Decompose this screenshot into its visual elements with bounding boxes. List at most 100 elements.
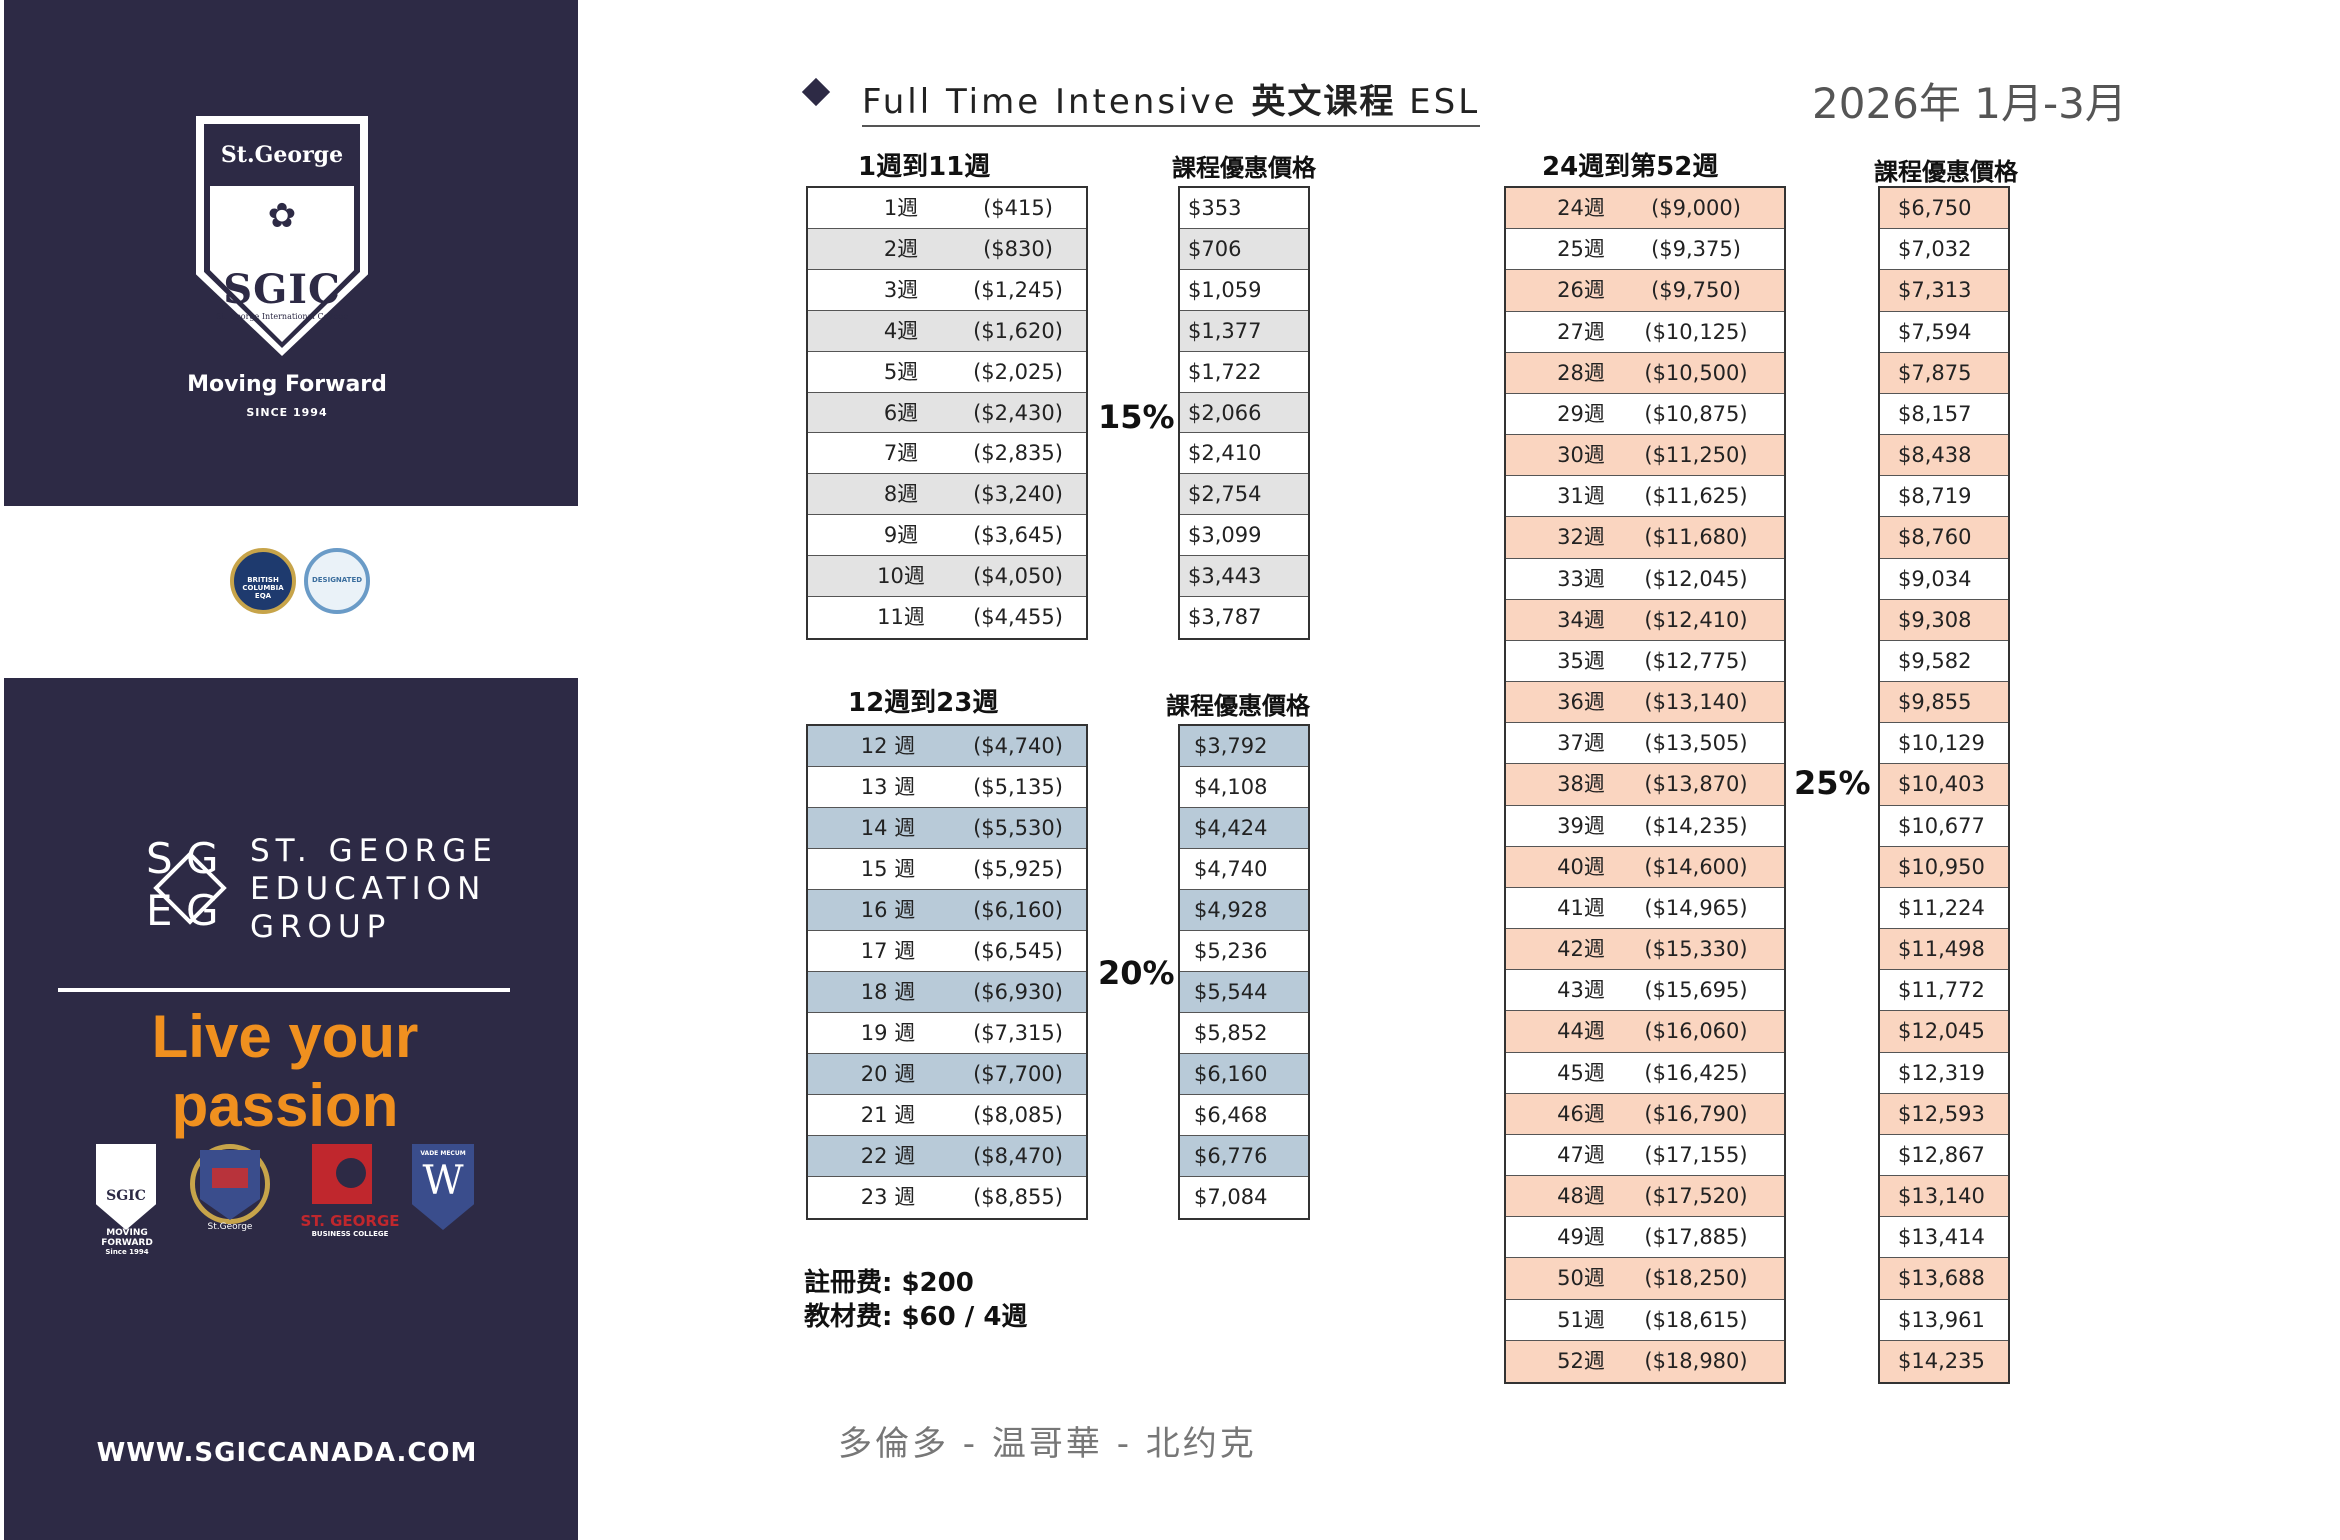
term-date: 2026年 1月-3月 [1812, 79, 2127, 128]
original-price: ($4,455) [973, 605, 1063, 630]
original-price: ($2,025) [973, 359, 1063, 384]
section2-week-table: 12 週 ($4,740) 13 週 ($5,135) 14 週 ($5,530) 15 週… [806, 724, 1088, 1220]
week-label: 1週 [883, 196, 919, 220]
discount-price: $5,852 [1194, 1021, 1268, 1045]
original-price: ($11,680) [1644, 525, 1748, 550]
table-row: 40週 ($14,600) [1506, 846, 1784, 888]
brand-sgbc-sub: BUSINESS COLLEGE [311, 1230, 389, 1238]
price-row: $11,498 [1880, 929, 2008, 971]
title-en: Full Time Intensive [862, 82, 1238, 122]
price-row: $6,750 [1880, 188, 2008, 230]
section2-price-table: $3,792 $4,108 $4,424 $4,740 $4,928 $5,236 $5,5… [1178, 724, 1310, 1220]
table-row: 24週 ($9,000) [1506, 188, 1784, 230]
discount-price: $10,950 [1898, 854, 1985, 879]
brand-crest-caption: St.George [207, 1222, 253, 1232]
discount-price: $4,424 [1194, 816, 1268, 840]
discount-price: $6,468 [1194, 1103, 1268, 1127]
price-row: $2,754 [1180, 474, 1308, 516]
table-row: 25週 ($9,375) [1506, 229, 1784, 271]
week-label: 5週 [883, 359, 919, 384]
price-row: $11,772 [1880, 970, 2008, 1012]
original-price: ($830) [983, 236, 1053, 261]
week-label: 46週 [1557, 1101, 1605, 1126]
table-row: 45週 ($16,425) [1506, 1052, 1784, 1094]
week-label: 40週 [1557, 854, 1605, 879]
table-row: 50週 ($18,250) [1506, 1258, 1784, 1300]
original-price: ($18,980) [1644, 1348, 1748, 1373]
week-label: 48週 [1557, 1184, 1605, 1209]
table-row: 17 週 ($6,545) [808, 931, 1086, 972]
materials-fee: 教材费: $60 / 4週 [804, 1302, 1028, 1332]
week-label: 18 週 [860, 980, 916, 1004]
price-row: $7,313 [1880, 270, 2008, 312]
week-label: 9週 [883, 523, 919, 548]
original-price: ($8,085) [973, 1103, 1063, 1127]
week-label: 28週 [1557, 360, 1605, 385]
discount-price: $2,066 [1188, 400, 1262, 425]
original-price: ($10,125) [1644, 319, 1748, 344]
discount-price: $4,108 [1194, 775, 1268, 799]
price-row: $1,722 [1180, 351, 1308, 393]
table-row: 35週 ($12,775) [1506, 640, 1784, 683]
week-label: 17 週 [860, 939, 916, 963]
price-row: $9,582 [1880, 640, 2008, 683]
week-label: 31週 [1557, 484, 1605, 509]
original-price: ($14,965) [1644, 895, 1748, 920]
discount-price: $12,867 [1898, 1142, 1985, 1167]
original-price: ($17,155) [1644, 1142, 1748, 1167]
original-price: ($10,500) [1644, 360, 1748, 385]
table-row: 31週 ($11,625) [1506, 476, 1784, 518]
seal-di-text: DESIGNATED [311, 576, 363, 584]
table-row: 32週 ($11,680) [1506, 517, 1784, 559]
price-row: $11,224 [1880, 887, 2008, 930]
table-row: 42週 ($15,330) [1506, 929, 1784, 971]
price-row: $1,059 [1180, 269, 1308, 311]
price-row: $9,034 [1880, 558, 2008, 600]
brand-panel-bottom [4, 678, 578, 1540]
discount-price: $7,875 [1898, 360, 1972, 385]
original-price: ($5,530) [973, 816, 1063, 840]
table-row: 20 週 ($7,700) [808, 1054, 1086, 1095]
price-row: $13,414 [1880, 1217, 2008, 1259]
original-price: ($2,835) [973, 441, 1063, 466]
week-label: 10週 [877, 564, 925, 589]
table-row: 16 週 ($6,160) [808, 890, 1086, 931]
discount-price: $1,722 [1188, 359, 1262, 384]
week-label: 50週 [1557, 1266, 1605, 1291]
section1-price-heading: 課程優惠價格 [1172, 154, 1316, 182]
maple-leaf-icon: ✿ [267, 196, 297, 236]
brand-w-caption: VADE MECUM [420, 1150, 466, 1157]
brand-sgic-caption: MOVING FORWARD Since 1994 [80, 1228, 174, 1256]
original-price: ($17,885) [1644, 1225, 1748, 1250]
discount-price: $10,129 [1898, 731, 1985, 756]
price-row: $3,787 [1180, 597, 1308, 638]
diamond-bullet-icon [801, 77, 831, 107]
table-row: 4週 ($1,620) [808, 310, 1086, 352]
discount-price: $4,740 [1194, 857, 1268, 881]
price-row: $353 [1180, 188, 1308, 229]
table-row: 41週 ($14,965) [1506, 887, 1784, 930]
original-price: ($13,870) [1644, 772, 1748, 797]
sgic-shield-logo: St.George ✿ SGIC St. George Internationa… [196, 116, 368, 356]
passion-slogan: Live your passion [151, 1003, 419, 1139]
week-label: 4週 [883, 318, 919, 343]
price-row: $8,760 [1880, 517, 2008, 559]
table-row: 28週 ($10,500) [1506, 352, 1784, 394]
price-row: $5,236 [1180, 931, 1308, 972]
original-price: ($9,375) [1651, 237, 1741, 262]
original-price: ($4,740) [973, 734, 1063, 758]
week-label: 47週 [1557, 1142, 1605, 1167]
shield-college-name: St. George International College [215, 312, 349, 321]
table-row: 51週 ($18,615) [1506, 1299, 1784, 1341]
week-label: 20 週 [860, 1062, 916, 1086]
table-row: 29週 ($10,875) [1506, 393, 1784, 436]
week-label: 32週 [1557, 525, 1605, 550]
table-row: 15 週 ($5,925) [808, 849, 1086, 890]
week-label: 44週 [1557, 1019, 1605, 1044]
original-price: ($12,045) [1644, 566, 1748, 591]
crest-brand-icon [190, 1144, 270, 1230]
table-row: 43週 ($15,695) [1506, 970, 1784, 1012]
table-row: 12 週 ($4,740) [808, 726, 1086, 767]
registration-fee: 註冊费: $200 [804, 1268, 974, 1298]
price-row: $4,928 [1180, 890, 1308, 931]
